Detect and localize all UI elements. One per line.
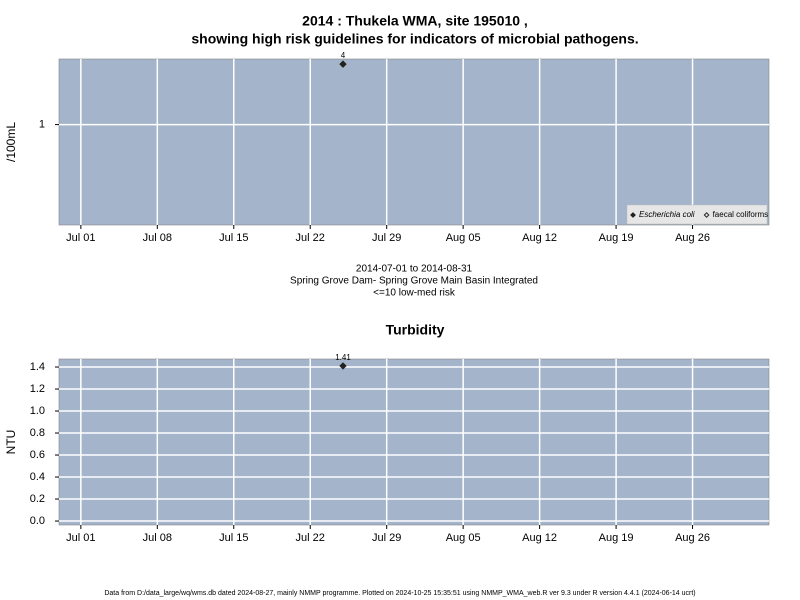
x-tick-label: Aug 26 <box>675 532 710 544</box>
data-point <box>339 362 347 370</box>
x-tick-label: Aug 19 <box>599 232 634 244</box>
y-tick-label: 1 <box>39 118 45 130</box>
x-tick-label: Jul 08 <box>143 532 172 544</box>
x-tick-label: Aug 12 <box>522 232 557 244</box>
y-tick-label: 0.4 <box>30 471 45 483</box>
legend-label: faecal coliforms <box>713 210 769 219</box>
footer: Data from D:/data_large/wq/wms.db dated … <box>104 590 695 597</box>
legend-marker <box>630 212 636 218</box>
legend-label: Escherichia coli <box>639 210 695 219</box>
x-tick-label: Aug 05 <box>446 532 481 544</box>
x-tick-label: Jul 22 <box>296 532 325 544</box>
x-tick-label: Jul 29 <box>372 232 401 244</box>
x-tick-label: Jul 15 <box>219 232 248 244</box>
y-axis-label: NTU <box>4 430 18 455</box>
x-tick-label: Aug 19 <box>599 532 634 544</box>
plot-background <box>58 358 770 526</box>
x-tick-label: Jul 29 <box>372 532 401 544</box>
x-tick-label: Jul 15 <box>219 532 248 544</box>
x-tick-label: Aug 12 <box>522 532 557 544</box>
legend-box <box>626 204 768 225</box>
x-tick-label: Jul 01 <box>66 232 95 244</box>
y-axis-label: /100mL <box>4 122 18 162</box>
plot-background <box>58 58 770 226</box>
x-tick-label: Aug 26 <box>675 232 710 244</box>
chart-title: showing high risk guidelines for indicat… <box>191 31 638 47</box>
y-tick-label: 1.4 <box>30 361 45 373</box>
y-tick-label: 0.8 <box>30 427 45 439</box>
note: 2014-07-01 to 2014-08-31 <box>356 264 473 275</box>
y-tick-label: 0.6 <box>30 449 45 461</box>
chart-title: Turbidity <box>386 322 445 338</box>
x-tick-label: Jul 01 <box>66 532 95 544</box>
x-tick-label: Aug 05 <box>446 232 481 244</box>
data-label: 1.41 <box>335 353 351 362</box>
chart-title: 2014 : Thukela WMA, site 195010 , <box>302 13 528 29</box>
note: <=10 low-med risk <box>373 288 456 299</box>
y-tick-label: 0.0 <box>30 515 45 527</box>
note: Spring Grove Dam- Spring Grove Main Basi… <box>290 276 538 287</box>
y-tick-label: 1.2 <box>30 383 45 395</box>
x-tick-label: Jul 22 <box>296 232 325 244</box>
legend-marker <box>703 212 710 218</box>
y-tick-label: 0.2 <box>30 493 45 505</box>
y-tick-label: 1.0 <box>30 405 45 417</box>
data-label: 4 <box>341 51 346 60</box>
data-point <box>339 60 347 68</box>
x-tick-label: Jul 08 <box>143 232 172 244</box>
